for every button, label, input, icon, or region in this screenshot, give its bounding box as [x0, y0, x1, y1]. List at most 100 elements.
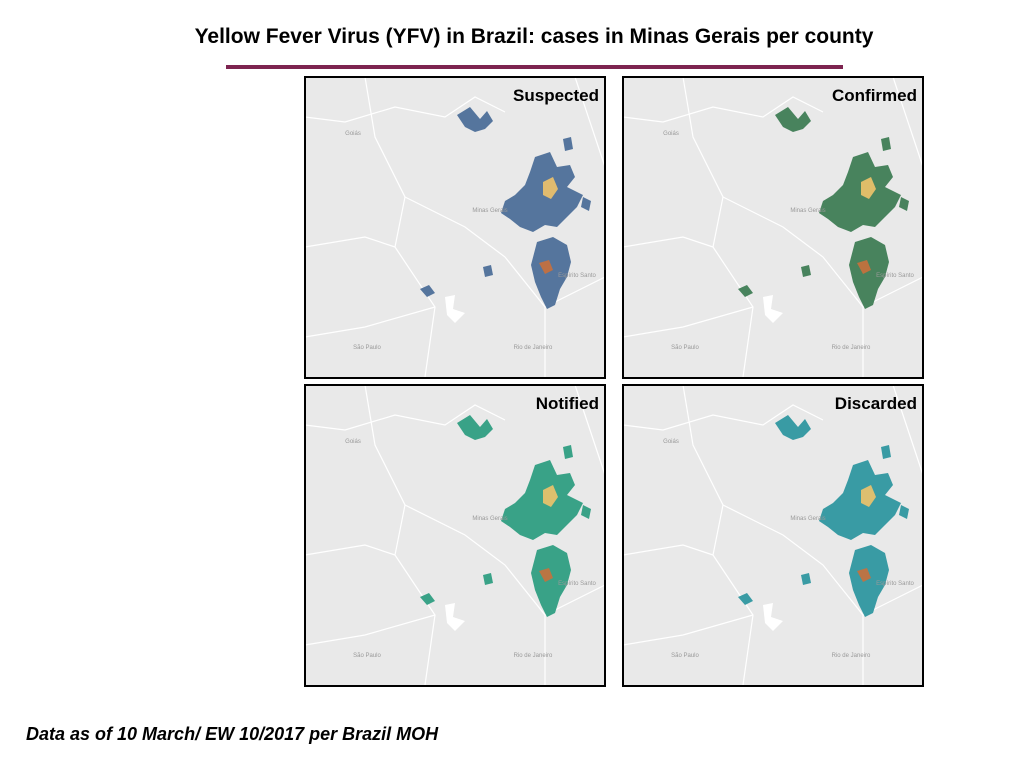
boundary [722, 196, 864, 377]
boundary [364, 76, 436, 378]
county-highlight [543, 485, 558, 507]
county-region [581, 197, 591, 211]
county-region [501, 460, 583, 540]
county-region [881, 137, 891, 151]
map-background [305, 385, 605, 686]
county-highlight [539, 568, 553, 582]
map-label: Goiás [663, 439, 679, 445]
boundary [574, 76, 606, 168]
boundary [622, 404, 824, 431]
boundary [862, 584, 924, 616]
slide-title: Yellow Fever Virus (YFV) in Brazil: case… [195, 25, 874, 48]
county-region [801, 265, 811, 277]
county-region [563, 445, 573, 459]
map-panel: Goiás Minas Gerais Espírito Santo Rio de Ja… [304, 384, 606, 687]
county-region [420, 285, 435, 297]
map-label: Espírito Santo [876, 273, 914, 279]
boundary [544, 276, 606, 308]
panel-border [622, 76, 924, 379]
map-label: São Paulo [353, 345, 381, 351]
map-label: Goiás [345, 131, 361, 137]
map-background [623, 77, 923, 378]
county-region [531, 545, 571, 617]
map-panel: Goiás Minas Gerais Espírito Santo Rio de Ja… [304, 76, 606, 379]
map-label: Rio de Janeiro [514, 345, 553, 351]
boundary [404, 196, 546, 377]
boundary [622, 96, 824, 123]
boundary [892, 384, 924, 476]
county-region [881, 445, 891, 459]
boundary [682, 76, 754, 378]
map-background [623, 385, 923, 686]
county-region [581, 505, 591, 519]
county-region [738, 285, 753, 297]
panel-title: Discarded [835, 394, 917, 413]
county-highlight [861, 177, 876, 199]
boundary [304, 404, 506, 431]
lake [763, 603, 783, 631]
boundary [892, 76, 924, 168]
county-region [819, 460, 901, 540]
boundary [404, 504, 546, 685]
map-panel: Goiás Minas Gerais Espírito Santo Rio de Ja… [622, 76, 924, 379]
county-region [819, 152, 901, 232]
county-region [457, 415, 493, 440]
county-highlight [543, 177, 558, 199]
county-highlight [539, 260, 553, 274]
lake [763, 295, 783, 323]
county-region [899, 197, 909, 211]
county-region [899, 505, 909, 519]
boundary [304, 614, 436, 646]
map-label: Espírito Santo [558, 581, 596, 587]
county-highlight [857, 568, 871, 582]
county-region [775, 415, 811, 440]
boundary [862, 276, 924, 308]
map-label: Espírito Santo [558, 273, 596, 279]
boundary [304, 96, 506, 123]
county-region [501, 152, 583, 232]
county-region [849, 545, 889, 617]
boundary [622, 544, 714, 556]
map-background [305, 77, 605, 378]
map-label: São Paulo [671, 345, 699, 351]
county-region [483, 265, 493, 277]
map-label: São Paulo [353, 653, 381, 659]
county-region [483, 573, 493, 585]
county-region [563, 137, 573, 151]
footer-note: Data as of 10 March/ EW 10/2017 per Braz… [26, 724, 439, 744]
county-region [801, 573, 811, 585]
county-region [457, 107, 493, 132]
map-label: Goiás [345, 439, 361, 445]
county-region [531, 237, 571, 309]
panel-title: Confirmed [832, 86, 917, 105]
map-label: Espírito Santo [876, 581, 914, 587]
map-panel: Goiás Minas Gerais Espírito Santo Rio de Ja… [622, 384, 924, 687]
boundary [304, 544, 396, 556]
lake [445, 603, 465, 631]
boundary [574, 384, 606, 476]
county-region [738, 593, 753, 605]
boundary [622, 306, 754, 338]
boundary [622, 236, 714, 248]
panel-border [622, 384, 924, 687]
panel-border [304, 76, 606, 379]
panel-title: Suspected [513, 86, 599, 105]
map-label: Minas Gerais [472, 208, 507, 214]
map-label: Goiás [663, 131, 679, 137]
boundary [304, 306, 436, 338]
boundary [722, 504, 864, 685]
boundary [622, 614, 754, 646]
panel-border [304, 384, 606, 687]
map-label: Rio de Janeiro [832, 345, 871, 351]
map-label: Rio de Janeiro [832, 653, 871, 659]
lake [445, 295, 465, 323]
county-highlight [857, 260, 871, 274]
map-label: São Paulo [671, 653, 699, 659]
panel-title: Notified [536, 394, 599, 413]
county-region [775, 107, 811, 132]
county-region [420, 593, 435, 605]
boundary [682, 384, 754, 686]
boundary [304, 236, 396, 248]
map-label: Minas Gerais [790, 208, 825, 214]
